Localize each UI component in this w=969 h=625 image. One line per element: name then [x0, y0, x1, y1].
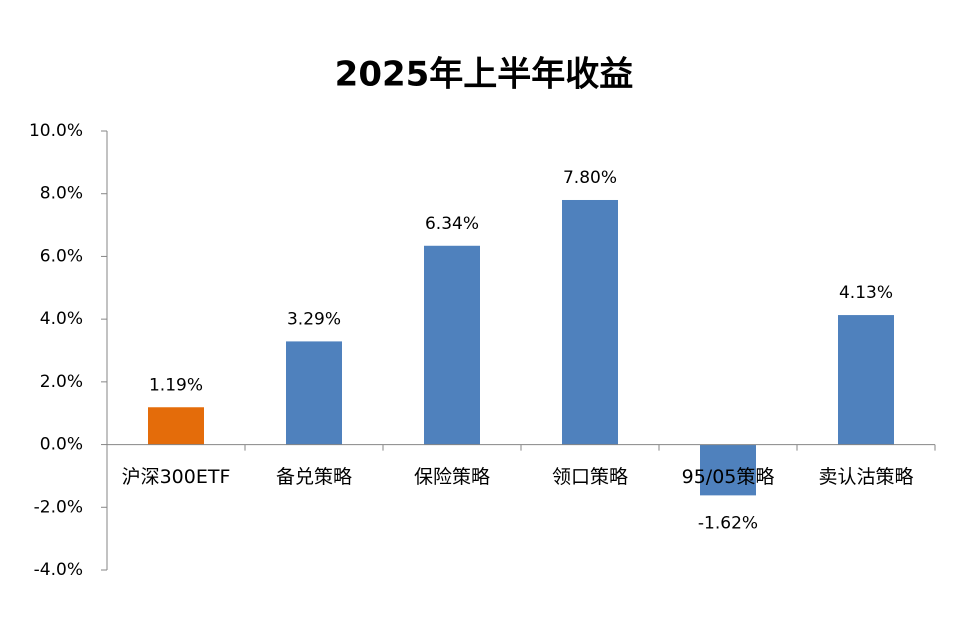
bar: [148, 407, 204, 445]
y-tick-label: 8.0%: [40, 184, 83, 204]
value-label: 1.19%: [149, 375, 203, 395]
value-label: 6.34%: [425, 214, 479, 234]
x-tick-label: 沪深300ETF: [122, 466, 231, 488]
y-tick-label: 10.0%: [29, 121, 83, 141]
bar: [562, 199, 618, 445]
value-label: -1.62%: [698, 513, 758, 533]
chart-title: 2025年上半年收益: [335, 55, 634, 95]
y-tick-label: -2.0%: [34, 497, 83, 517]
x-tick-label: 保险策略: [414, 466, 490, 488]
y-tick-label: 4.0%: [40, 309, 83, 329]
y-tick-label: 0.0%: [40, 435, 83, 455]
bar: [838, 315, 894, 445]
x-tick-label: 领口策略: [552, 466, 628, 488]
y-tick-label: 6.0%: [40, 246, 83, 266]
y-tick-label: -4.0%: [34, 560, 83, 580]
bar: [424, 245, 480, 445]
value-label: 3.29%: [287, 309, 341, 329]
value-label: 7.80%: [563, 168, 617, 188]
bar: [286, 341, 342, 445]
x-tick-label: 卖认沽策略: [818, 466, 913, 488]
y-tick-label: 2.0%: [40, 372, 83, 392]
x-tick-label: 95/05策略: [682, 466, 775, 488]
value-label: 4.13%: [839, 283, 893, 303]
x-tick-label: 备兑策略: [276, 466, 352, 488]
bar: [700, 444, 756, 496]
